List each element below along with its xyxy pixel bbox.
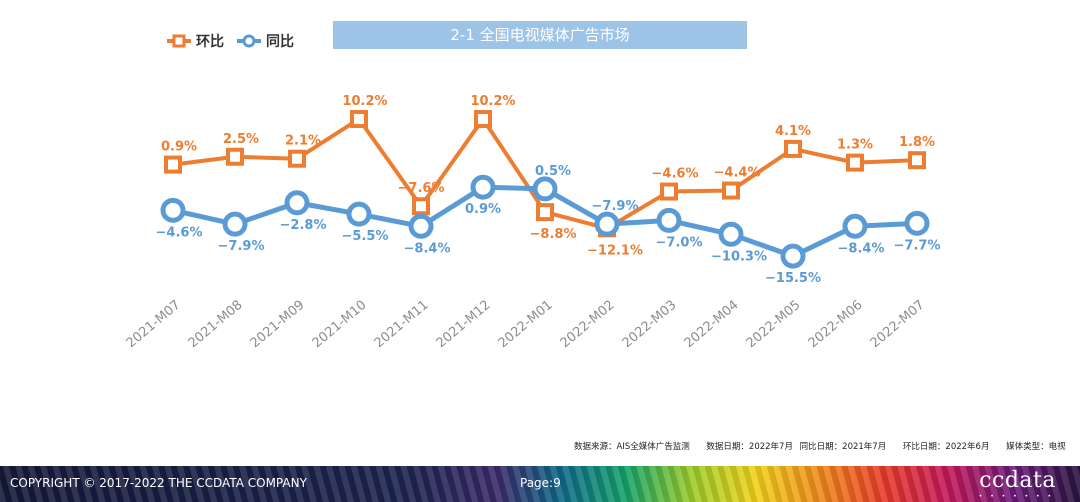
data-label-yoy: −5.5% — [342, 229, 389, 244]
data-point-qoq — [164, 155, 182, 174]
data-point-yoy — [222, 211, 248, 237]
data-label-yoy: −4.6% — [156, 225, 203, 240]
legend: 环比 同比 — [166, 30, 306, 52]
chart-title-banner: 2-1 全国电视媒体广告市场 — [333, 21, 747, 49]
data-point-yoy — [346, 201, 372, 227]
data-point-qoq — [288, 149, 306, 168]
footer-bar: COPYRIGHT © 2017-2022 THE CCDATA COMPANY… — [0, 466, 1080, 502]
legend-label-qoq: 环比 — [196, 34, 224, 50]
data-point-qoq — [350, 110, 368, 129]
legend-swatch-yoy — [237, 34, 261, 48]
data-label-yoy: −7.9% — [218, 239, 265, 254]
x-axis-tick-label: 2021-M08 — [186, 298, 246, 352]
data-label-yoy: 0.9% — [465, 202, 501, 217]
data-point-yoy — [594, 211, 620, 237]
data-point-yoy — [656, 207, 682, 233]
x-axis-tick-label: 2021-M11 — [372, 298, 432, 352]
source-note-yoy-date: 同比日期：2021年7月 — [799, 442, 887, 452]
data-label-qoq: 10.2% — [470, 94, 515, 109]
x-axis-tick-label: 2022-M02 — [558, 298, 618, 352]
footer-decoration — [0, 466, 1080, 502]
data-point-qoq — [908, 151, 926, 170]
legend-item-qoq: 环比 — [166, 31, 224, 51]
x-axis-tick-label: 2022-M06 — [806, 298, 866, 352]
legend-item-yoy: 同比 — [236, 31, 294, 51]
data-label-qoq: 2.5% — [223, 132, 259, 147]
source-note-data-date: 数据日期：2022年7月 — [706, 442, 793, 452]
data-label-qoq: 0.9% — [161, 140, 197, 155]
source-note-qoq-date: 环比日期：2022年6月 — [902, 442, 990, 452]
data-label-yoy: −8.4% — [838, 241, 885, 256]
data-label-qoq: 2.1% — [285, 134, 321, 149]
source-note: 数据来源：AIS全媒体广告监测 数据日期：2022年7月 同比日期：2021年7… — [560, 440, 1066, 452]
data-label-qoq: −4.6% — [652, 167, 699, 182]
data-point-qoq — [226, 147, 244, 166]
data-label-yoy: −2.8% — [280, 218, 327, 233]
data-label-qoq: 10.2% — [342, 94, 387, 109]
source-note-source: 数据来源：AIS全媒体广告监测 — [574, 442, 690, 452]
x-axis-tick-label: 2022-M04 — [682, 298, 742, 352]
data-point-yoy — [780, 243, 806, 269]
data-label-qoq: −7.6% — [398, 181, 445, 196]
data-label-yoy: −15.5% — [765, 271, 821, 286]
data-label-qoq: −4.4% — [714, 166, 761, 181]
data-point-yoy — [904, 210, 930, 236]
data-label-qoq: 1.3% — [837, 138, 873, 153]
data-label-qoq: −12.1% — [587, 243, 643, 258]
data-point-qoq — [722, 181, 740, 200]
x-axis-tick-labels: 2021-M07 2021-M08 2021-M09 2021-M10 2021-M11… — [124, 298, 928, 352]
data-point-yoy — [160, 197, 186, 223]
data-label-qoq: 1.8% — [899, 135, 935, 150]
legend-swatch-qoq — [167, 34, 191, 48]
series-markers — [160, 110, 930, 269]
x-axis-tick-label: 2022-M07 — [868, 298, 928, 352]
data-point-qoq — [536, 203, 554, 222]
data-point-qoq — [474, 110, 492, 129]
data-point-yoy — [284, 190, 310, 216]
x-axis-tick-label: 2022-M01 — [496, 298, 556, 352]
data-point-qoq — [784, 139, 802, 158]
brand-logo-dots: • • • • • • • — [978, 493, 1054, 500]
data-label-yoy: −7.7% — [894, 238, 941, 253]
data-label-yoy: −8.4% — [404, 241, 451, 256]
copyright-text: COPYRIGHT © 2017-2022 THE CCDATA COMPANY — [10, 476, 307, 490]
x-axis-tick-label: 2021-M12 — [434, 298, 494, 352]
data-point-qoq — [846, 153, 864, 172]
data-point-yoy — [470, 174, 496, 200]
data-labels: 0.9% 2.5% 2.1% 10.2% −7.6% 10.2% −8.8% −12.1% −4… — [156, 94, 941, 286]
brand-logo: ccdata — [979, 468, 1056, 493]
source-note-media-type: 媒体类型：电视 — [1006, 442, 1066, 452]
data-label-yoy: −7.9% — [592, 199, 639, 214]
data-point-qoq — [660, 182, 678, 201]
data-point-yoy — [532, 176, 558, 202]
x-axis-tick-label: 2021-M10 — [310, 298, 370, 352]
x-axis-tick-label: 2021-M07 — [124, 298, 184, 352]
data-label-yoy: 0.5% — [535, 164, 571, 179]
data-point-yoy — [842, 213, 868, 239]
data-label-yoy: −10.3% — [711, 249, 767, 264]
data-label-yoy: −7.0% — [656, 235, 703, 250]
data-label-qoq: 4.1% — [775, 124, 811, 139]
x-axis-tick-label: 2022-M05 — [744, 298, 804, 352]
legend-label-yoy: 同比 — [266, 34, 294, 50]
x-axis-tick-label: 2021-M09 — [248, 298, 308, 352]
data-point-yoy — [718, 221, 744, 247]
x-axis-tick-label: 2022-M03 — [620, 298, 680, 352]
page-number: Page:9 — [520, 476, 561, 490]
data-label-qoq: −8.8% — [530, 227, 577, 242]
data-point-yoy — [408, 213, 434, 239]
data-point-qoq — [412, 197, 430, 216]
